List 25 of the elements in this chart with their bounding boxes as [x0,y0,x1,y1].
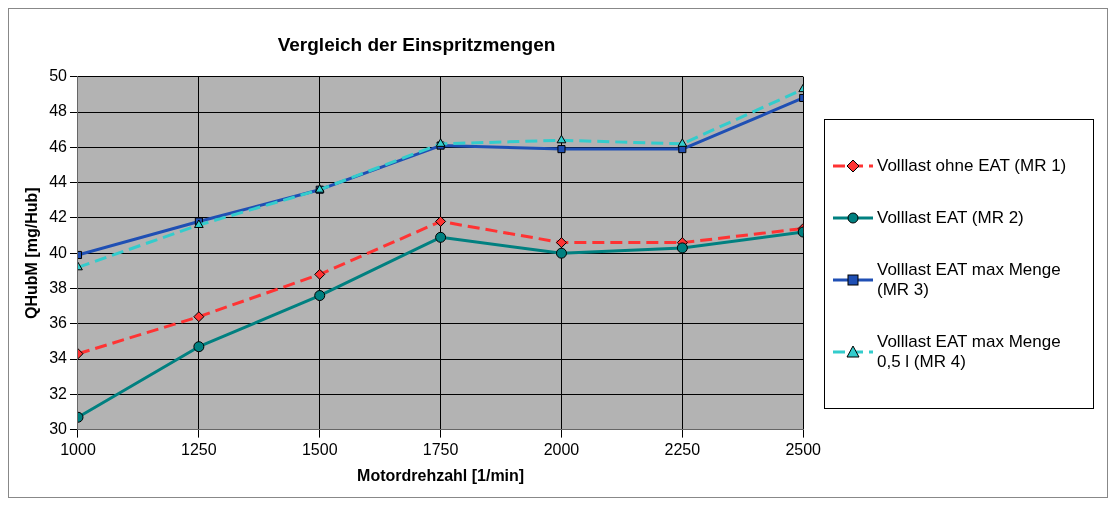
x-tick-label: 1250 [181,440,217,458]
legend-label: Volllast ohne EAT (MR 1) [877,156,1067,176]
y-tick-label: 44 [49,173,68,191]
x-tick-label: 1750 [422,440,459,458]
x-tick-label: 1500 [301,440,338,458]
x-axis-title: Motordrehzahl [1/min] [357,466,525,484]
y-tick-label: 30 [49,420,68,438]
y-tick-label: 40 [49,243,68,261]
y-tick-label: 38 [49,278,68,296]
x-tick-label: 1000 [60,440,96,458]
y-tick-label: 32 [49,384,68,402]
y-tick-label: 46 [49,137,68,155]
chart-title: Vergleich der Einspritzmengen [277,33,556,55]
x-tick-label: 2500 [785,440,822,458]
y-tick-label: 42 [49,208,68,226]
legend-label: Volllast EAT max Menge 0,5 l (MR 4) [877,332,1062,372]
x-tick-label: 2250 [664,440,701,458]
y-tick-label: 50 [49,67,68,85]
y-axis-title: QHubM [mg/Hub] [23,187,41,319]
x-tick-label: 2000 [543,440,580,458]
y-tick-label: 36 [49,314,68,332]
y-tick-label: 34 [49,349,68,367]
legend-label: Volllast EAT max Menge (MR 3) [877,260,1062,300]
legend-label: Volllast EAT (MR 2) [877,208,1024,228]
y-tick-label: 48 [49,102,68,120]
